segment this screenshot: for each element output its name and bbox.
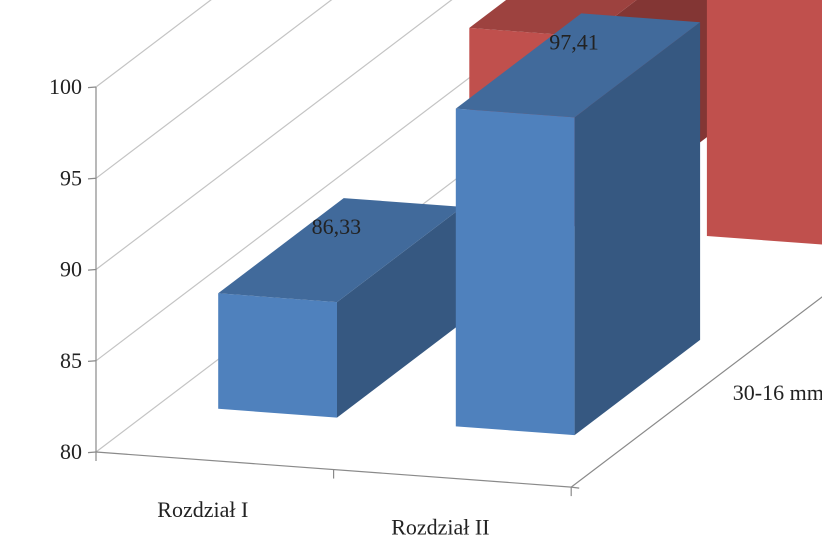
bar-30-16-mm-1 [218,198,463,418]
y-tick-label-90: 90 [60,257,82,282]
y-tick-90 [87,268,97,271]
labels: 80 85 90 95 100 Rozdział I Rozdział II 30-16 mm… [49,29,822,539]
axes [87,86,822,497]
depth-label-1: 30-16 mm [733,380,822,405]
bars [218,0,822,436]
y-tick-100 [87,86,97,89]
category-label-2: Rozdział II [391,514,489,539]
y-tick-85 [87,360,97,362]
y-tick-label-100: 100 [49,74,82,99]
category-label-1: Rozdział I [157,497,248,522]
data-label: 86,33 [312,214,362,239]
data-label: 97,41 [549,29,599,54]
y-tick-label-95: 95 [60,165,82,190]
bar-front-face [706,0,822,245]
bar-side-face [337,206,463,418]
y-tick-label-80: 80 [60,439,82,464]
gridline-95 [95,0,333,179]
y-tick-95 [87,177,97,180]
bar-front-face [218,293,337,418]
bar-top-face [218,198,463,303]
y-tick-label-85: 85 [60,348,82,373]
bar-side-face [574,22,701,436]
bar-16-0-5-mm-2 [706,0,822,245]
bar-top-face [455,13,701,118]
y-tick-80 [87,451,97,454]
bar-30-16-mm-2 [455,13,701,436]
gridline-90 [95,0,453,270]
gridline-85 [95,0,573,362]
bar-front-face [455,108,575,436]
depth-tick-0 [571,486,580,489]
